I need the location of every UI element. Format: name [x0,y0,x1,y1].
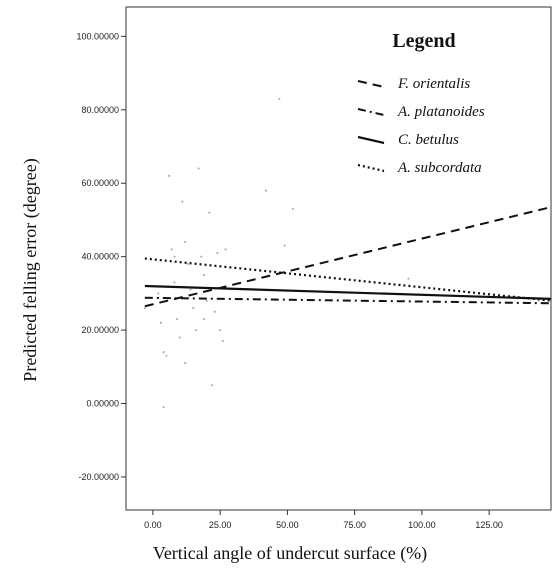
scatter-point [221,340,224,343]
scatter-point [283,244,286,247]
x-tick-label: 75.00 [343,520,366,530]
scatter-point [165,354,168,357]
scatter-point [189,288,192,291]
fit-lines [144,206,552,308]
x-axis: 0.00 25.00 50.00 75.00 100.00 125.00 [144,510,503,530]
scatter-point [181,200,184,203]
scatter-point [162,406,165,409]
scatter-point [167,174,171,177]
y-tick-label: 20.00000 [81,325,119,335]
scatter-point [197,167,200,170]
legend: Legend F. orientalis A. platanoides C. bet… [357,30,485,176]
scatter-point [291,207,294,211]
y-tick-label: 40.00000 [81,252,119,262]
fit-line [144,206,552,308]
scatter-point [278,97,281,100]
fit-line [144,296,552,305]
scatter-point [176,317,179,321]
scatter-point [264,189,267,192]
y-tick-label: -20.00000 [78,472,119,482]
scatter-point [186,262,189,266]
scatter-point [194,328,198,332]
scatter-point [159,321,163,324]
scatter-point [216,251,219,255]
scatter-point [407,277,410,280]
legend-swatch [357,80,385,88]
scatter-point [208,211,211,214]
scatter-point [192,306,195,310]
scatter-point [178,336,181,339]
scatter-point [210,384,214,387]
scatter-point [224,248,227,251]
y-tick-label: 60.00000 [81,178,119,188]
y-tick-label: 80.00000 [81,105,119,115]
legend-entries: F. orientalis A. platanoides C. betulus A. … [357,76,485,176]
scatter-point [205,299,208,302]
legend-label: A. platanoides [397,104,485,120]
fit-line [144,257,552,302]
x-tick-label: 100.00 [408,520,436,530]
x-tick-label: 0.00 [144,520,162,530]
plot-area [125,6,552,511]
scatter-point [202,273,206,277]
scatter-point [157,292,160,295]
scatter-point [184,240,187,244]
y-axis: -20.00000 0.00000 20.00000 40.00000 60.00000… [76,31,126,482]
scatter-point [170,248,173,251]
scatter-point [202,317,206,321]
scatter-point [200,255,203,258]
legend-swatch [357,135,385,145]
scatter-point [219,328,222,332]
scatter-point [173,255,176,258]
legend-title: Legend [392,30,455,52]
legend-label: A. subcordata [397,160,482,176]
x-tick-label: 25.00 [209,520,232,530]
scatter-points [143,97,410,409]
scatter-point [184,362,187,365]
x-tick-label: 50.00 [276,520,299,530]
plot-frame [125,6,552,511]
legend-swatch [357,108,385,116]
y-axis-title: Predicted felling error (degree) [20,158,41,381]
x-tick-label: 125.00 [475,520,503,530]
scatter-point [143,306,146,310]
legend-label: C. betulus [398,132,459,148]
fit-line [144,284,552,300]
scatter-point [162,351,165,354]
scatter-point [173,281,176,284]
legend-label: F. orientalis [397,76,470,92]
y-tick-label: 100.00000 [76,31,119,41]
scatter-point [213,310,216,313]
x-axis-title: Vertical angle of undercut surface (%) [153,543,427,564]
y-tick-label: 0.00000 [86,399,119,409]
